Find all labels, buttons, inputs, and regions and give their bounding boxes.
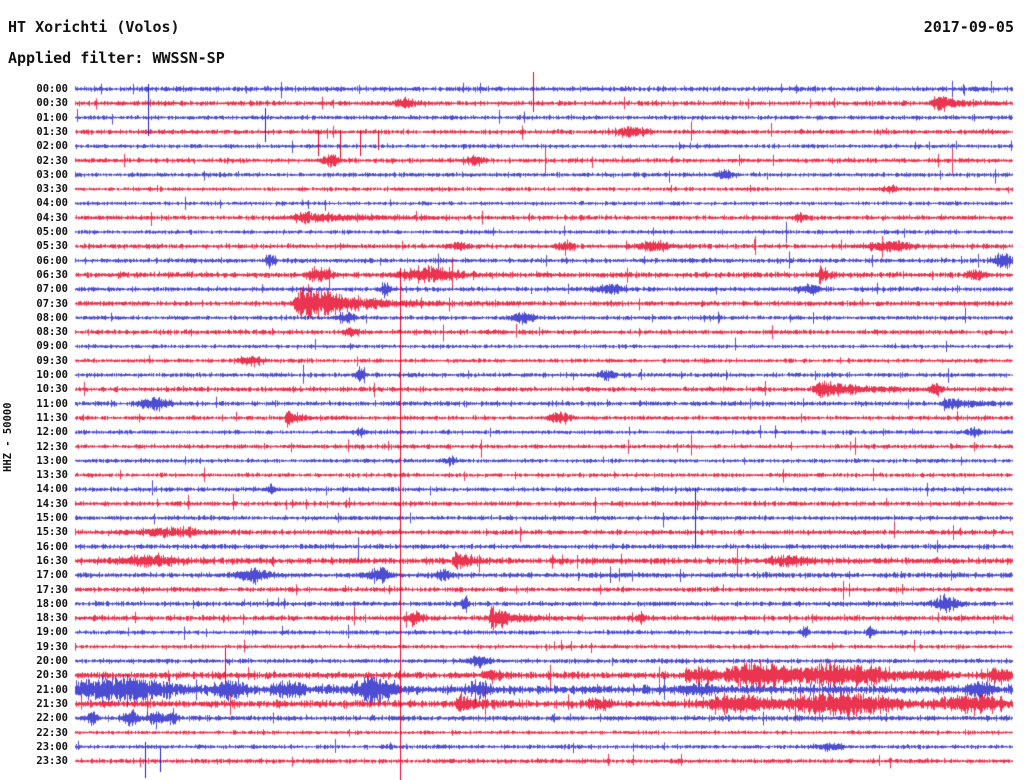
time-label: 08:30 [36,326,68,339]
time-label: 20:30 [36,669,68,682]
time-label: 12:30 [36,440,68,453]
time-label: 03:00 [36,168,68,181]
time-label: 10:00 [36,369,68,381]
filter-label: Applied filter: WWSSN-SP [8,49,225,67]
time-label: 13:00 [36,454,68,467]
time-label: 16:30 [36,554,68,567]
time-label: 21:00 [36,683,68,696]
station-title: HT Xorichti (Volos) [8,18,180,36]
time-label: 09:30 [36,354,68,367]
time-label: 00:30 [36,97,68,110]
time-label: 01:30 [36,125,68,138]
time-label: 07:30 [36,297,68,310]
time-label: 12:00 [36,426,68,439]
time-label: 11:30 [36,411,68,424]
time-label: 19:00 [36,626,68,639]
time-label: 11:00 [36,397,68,410]
time-label: 17:30 [36,583,68,596]
time-label: 03:30 [36,183,68,196]
time-label: 13:30 [36,469,68,482]
time-label: 15:30 [36,526,68,539]
time-label: 10:30 [36,383,68,396]
time-label: 04:30 [36,211,68,224]
time-label: 04:00 [36,197,68,210]
time-label: 22:00 [36,712,68,725]
time-label: 06:30 [36,268,68,281]
time-label: 19:30 [36,640,68,653]
time-label: 02:00 [36,140,68,153]
time-label: 15:00 [36,512,68,524]
time-label: 23:30 [36,755,68,768]
time-label: 14:30 [36,497,68,510]
time-label: 05:00 [36,226,68,238]
time-label: 05:30 [36,240,68,253]
time-label: 07:00 [36,283,68,296]
time-label: 08:00 [36,311,68,324]
time-label: 17:00 [36,569,68,582]
time-label: 18:30 [36,612,68,625]
time-label: 14:00 [36,483,68,496]
time-label: 01:00 [36,111,68,124]
time-label: 18:00 [36,597,68,610]
time-label: 02:30 [36,154,68,167]
record-date: 2017-09-05 [923,18,1014,36]
time-label: 09:00 [36,340,68,353]
time-label: 20:00 [36,655,68,667]
time-label: 23:00 [36,740,68,753]
time-label: 16:00 [36,540,68,553]
time-label: 06:00 [36,254,68,267]
time-label: 22:30 [36,726,68,739]
time-label: 00:00 [36,83,68,95]
time-label: 21:30 [36,697,68,710]
